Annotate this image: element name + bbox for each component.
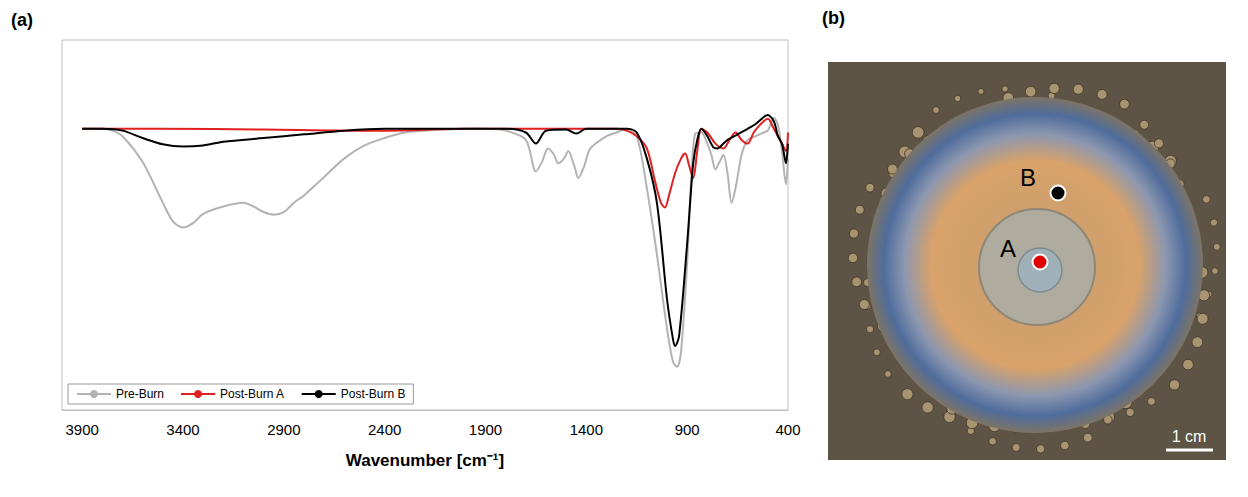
svg-text:1400: 1400 — [570, 421, 603, 438]
svg-text:1 cm: 1 cm — [1172, 428, 1207, 445]
svg-text:400: 400 — [775, 421, 800, 438]
svg-text:Post-Burn A: Post-Burn A — [220, 387, 284, 401]
svg-text:2900: 2900 — [267, 421, 300, 438]
svg-text:3900: 3900 — [65, 421, 98, 438]
svg-text:1900: 1900 — [469, 421, 502, 438]
svg-text:A: A — [1000, 235, 1016, 262]
html-text:(b): (b) — [822, 8, 845, 28]
svg-text:2400: 2400 — [368, 421, 401, 438]
svg-text:Post-Burn B: Post-Burn B — [341, 387, 406, 401]
svg-text:3400: 3400 — [166, 421, 199, 438]
svg-text:(a): (a) — [11, 10, 33, 30]
svg-text:Pre-Burn: Pre-Burn — [116, 387, 164, 401]
svg-text:900: 900 — [675, 421, 700, 438]
svg-text:B: B — [1020, 164, 1036, 191]
svg-text:Wavenumber [cm⁻¹]: Wavenumber [cm⁻¹] — [346, 451, 504, 470]
